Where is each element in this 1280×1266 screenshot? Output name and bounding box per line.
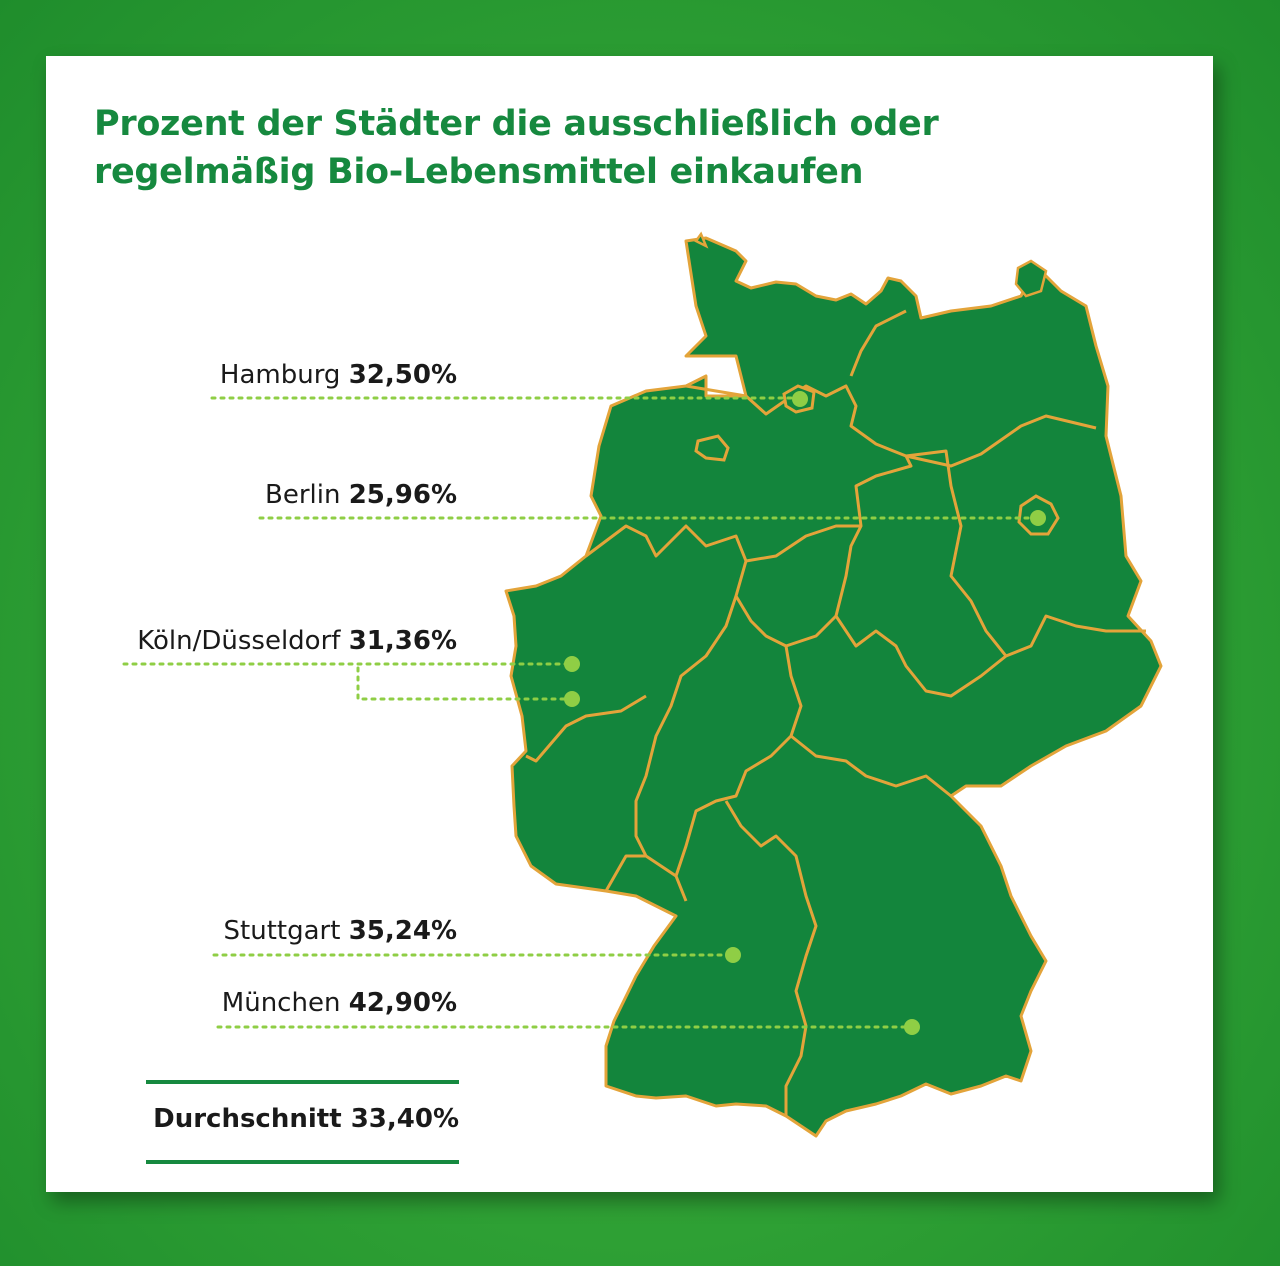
city-name: Köln/Düsseldorf — [137, 626, 341, 656]
dot-stuttgart — [725, 947, 741, 963]
label-koeln-duesseldorf: Köln/Düsseldorf 31,36% — [137, 626, 457, 656]
label-muenchen: München 42,90% — [222, 988, 457, 1018]
island-baltic — [1014, 259, 1048, 298]
dot-koeln — [564, 691, 580, 707]
dot-hamburg — [792, 391, 808, 407]
city-value: 25,96% — [348, 480, 457, 510]
chart-title: Prozent der Städter die ausschließlich o… — [94, 100, 939, 196]
average-label: Durchschnitt — [153, 1104, 342, 1134]
city-name: München — [221, 988, 341, 1018]
germany-map — [122, 231, 1163, 1138]
city-value: 32,50% — [348, 360, 457, 390]
label-stuttgart: Stuttgart 35,24% — [224, 916, 457, 946]
city-name: Berlin — [264, 480, 341, 510]
city-name: Stuttgart — [223, 916, 341, 946]
city-value: 31,36% — [348, 626, 457, 656]
city-value: 42,90% — [348, 988, 457, 1018]
average-box: Durchschnitt 33,40% — [146, 1080, 459, 1164]
state-borders — [525, 309, 1146, 1116]
label-berlin: Berlin 25,96% — [265, 480, 457, 510]
city-value: 35,24% — [348, 916, 457, 946]
bremen-enclave — [694, 434, 730, 462]
leader-lines — [122, 396, 1038, 1029]
label-hamburg: Hamburg 32,50% — [220, 360, 457, 390]
dot-duesseldorf — [564, 656, 580, 672]
title-line-1: Prozent der Städter die ausschließlich o… — [94, 104, 939, 144]
island-north — [694, 231, 709, 249]
average-text: Durchschnitt 33,40% — [146, 1104, 459, 1134]
average-value: 33,40% — [350, 1104, 459, 1134]
germany-outline — [504, 236, 1163, 1138]
leader-duesseldorf — [356, 666, 573, 701]
city-dots — [564, 391, 1046, 1035]
dot-berlin — [1030, 510, 1046, 526]
city-name: Hamburg — [219, 360, 341, 390]
infographic-card: Prozent der Städter die ausschließlich o… — [46, 56, 1213, 1192]
title-line-2: regelmäßig Bio-Lebensmittel einkaufen — [94, 152, 864, 192]
dot-muenchen — [904, 1019, 920, 1035]
